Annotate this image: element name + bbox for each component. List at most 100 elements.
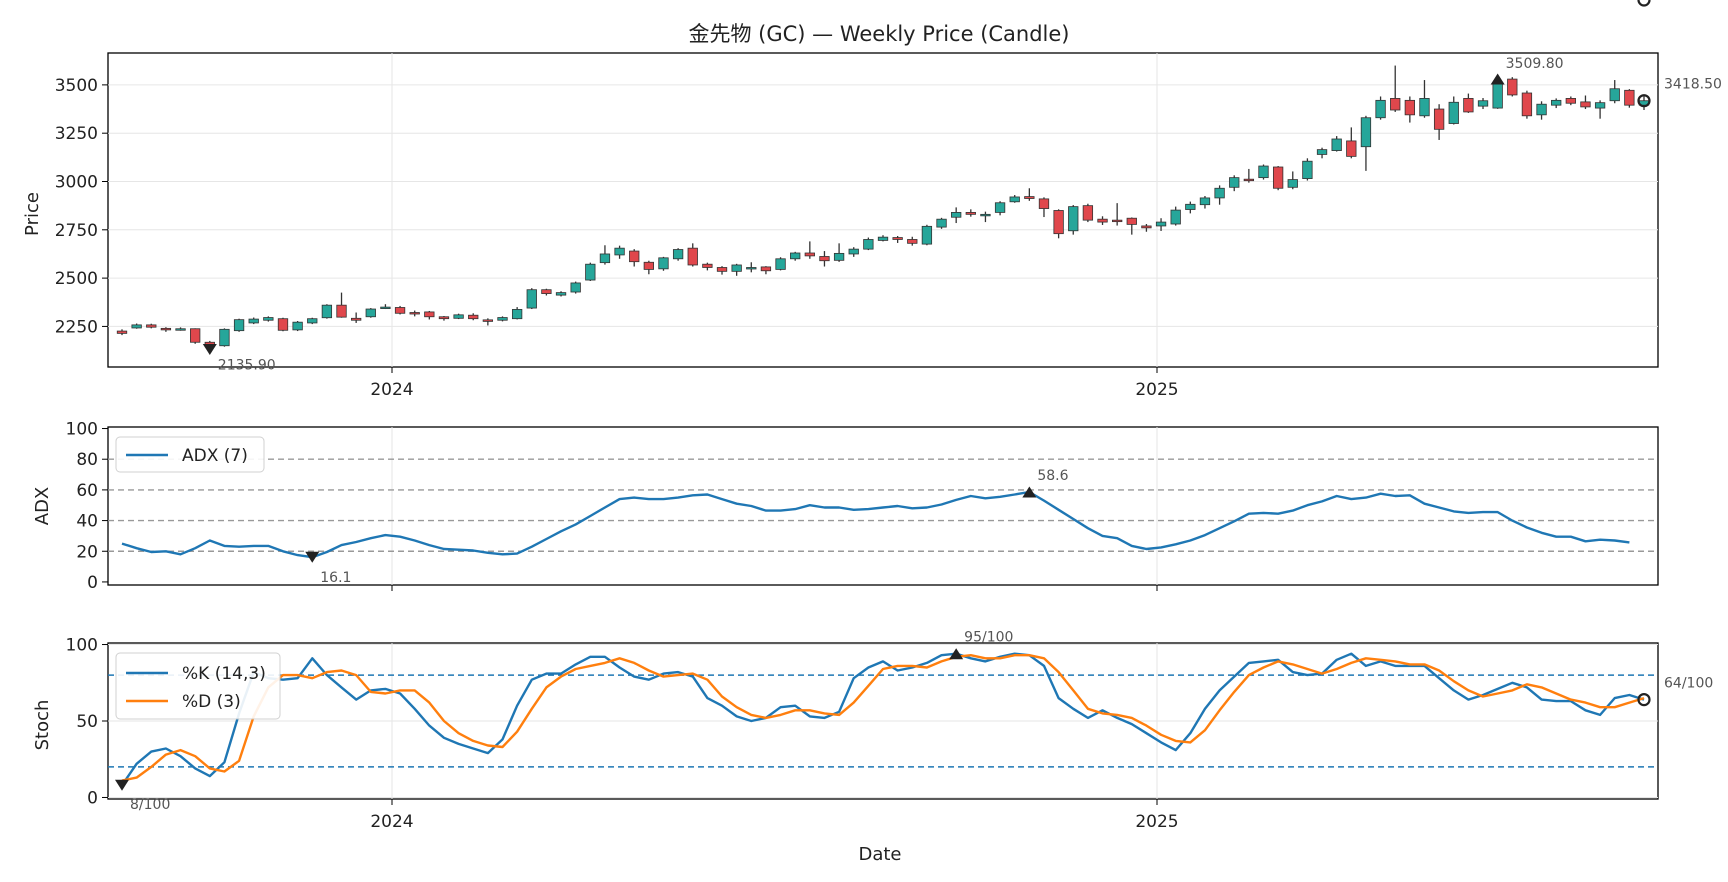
candle-body [160, 327, 172, 331]
adx-panel-frame [107, 426, 1659, 586]
adx-y-tick-label: 100 [66, 420, 98, 440]
candle-body [1448, 101, 1459, 124]
stoch-y-tick-label: 0 [87, 788, 98, 808]
candle-body [468, 314, 479, 320]
candle-body [1609, 88, 1620, 102]
candle-body [380, 306, 391, 309]
candle-body [511, 309, 523, 320]
candle-body [702, 263, 713, 268]
adx-min-marker [305, 551, 320, 563]
candle-body [438, 316, 450, 320]
x-tick-label: 2025 [1135, 812, 1178, 832]
candle-body [629, 250, 640, 263]
candle-body [1068, 206, 1079, 232]
candle-body [482, 319, 494, 322]
candle-body [1594, 102, 1606, 109]
candle-body [760, 266, 772, 272]
adx-line [121, 490, 1630, 559]
candle-body [219, 328, 230, 347]
candle-body [1419, 98, 1430, 117]
candle-body [1477, 100, 1489, 107]
clip-adx-group [121, 490, 1630, 559]
adx-y-tick-label: 20 [76, 542, 98, 562]
candle-body [585, 263, 596, 281]
candle-body [1331, 138, 1342, 151]
candle-body [892, 237, 903, 240]
candle-body [233, 319, 245, 332]
candle-body [1258, 165, 1269, 179]
candle-body [1316, 149, 1328, 155]
stoch-legend-k-label: %K (14,3) [182, 664, 266, 684]
candle-body [321, 304, 333, 319]
candle-body [643, 261, 654, 270]
candle-body [1404, 99, 1415, 116]
candle-body [965, 212, 976, 215]
candle-body [1360, 117, 1372, 148]
candle-body [541, 289, 552, 294]
x-axis-label: Date [858, 844, 901, 865]
candle-body [263, 317, 274, 321]
price-y-tick-label: 3000 [55, 172, 98, 192]
candle-body [146, 324, 157, 328]
price-y-tick-label: 2250 [55, 317, 98, 337]
adx-y-tick-label: 80 [76, 450, 98, 470]
price-min-marker [202, 343, 217, 355]
candle-body [1214, 187, 1225, 199]
price-panel-frame [107, 52, 1659, 368]
candle-body [1229, 177, 1240, 188]
candle-body [1521, 92, 1533, 117]
candle-body [131, 324, 142, 329]
candle-body [716, 267, 728, 272]
candle-body [672, 249, 684, 260]
candle-body [1141, 225, 1152, 229]
candle-body [190, 328, 201, 343]
candle-body [555, 292, 567, 296]
candle-body [1433, 108, 1445, 130]
candle-body [1126, 217, 1137, 225]
price-y-tick-label: 2750 [55, 221, 98, 241]
candle-body [775, 258, 786, 270]
price-last-annotation: 3418.50 [1664, 77, 1722, 93]
candle-body [394, 307, 406, 314]
candle-body [453, 314, 464, 319]
stoch-y-tick-label: 100 [66, 636, 98, 656]
candle-body [1287, 179, 1298, 188]
candle-body [1272, 166, 1284, 189]
stoch-last-marker [1637, 692, 1651, 707]
stoch-legend-box [115, 652, 281, 720]
stoch-max-marker [949, 648, 964, 660]
candle-body [1580, 101, 1591, 108]
candle-body [1024, 196, 1035, 199]
candle-body [351, 317, 362, 321]
candle-body [1009, 196, 1020, 203]
candle-body [175, 328, 186, 331]
candle-body [877, 236, 889, 241]
candle-body [292, 321, 303, 331]
candle-body [1302, 160, 1313, 179]
candle-body [1243, 178, 1255, 182]
adx-min-annotation: 16.1 [320, 570, 351, 586]
stoch-d-line [121, 654, 1645, 782]
stoch-legend-d-label: %D (3) [182, 692, 241, 712]
adx-last-annotation: 25.8 [1664, 0, 1695, 4]
stoch-y-tick-label: 50 [76, 712, 98, 732]
candle-body [1185, 203, 1196, 210]
price-y-axis-label: Price [22, 192, 43, 236]
candle-body [980, 213, 991, 217]
candle-body [307, 318, 318, 324]
candle-body [1053, 210, 1064, 235]
candle-body [409, 312, 420, 315]
adx-last-marker [1637, 0, 1651, 7]
candle-body [994, 202, 1006, 213]
adx-y-tick-label: 60 [76, 481, 98, 501]
candle-body [1155, 221, 1167, 227]
candle-body [1038, 198, 1050, 209]
stoch-min-marker [115, 779, 129, 791]
price-min-annotation: 2135.90 [218, 357, 276, 373]
price-y-tick-label: 3250 [55, 124, 98, 144]
candle-body [746, 267, 757, 270]
stoch-k-line [121, 652, 1645, 786]
adx-legend-label: ADX (7) [182, 446, 248, 466]
candle-body [863, 239, 874, 250]
